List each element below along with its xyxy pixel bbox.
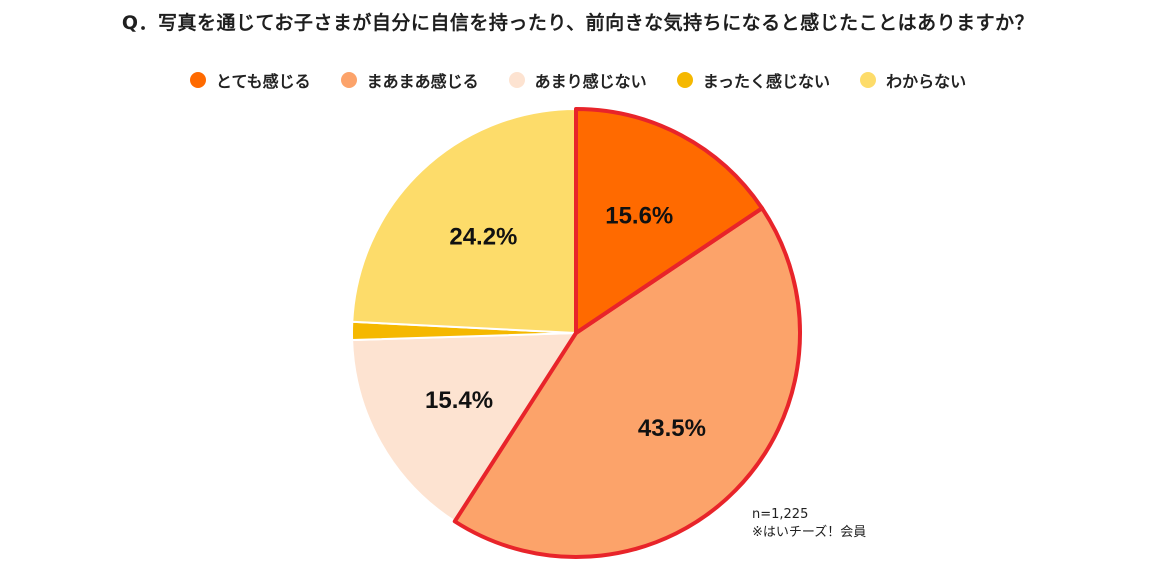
legend: とても感じる まあまあ感じる あまり感じない まったく感じない わからない bbox=[0, 68, 1156, 92]
slice-value-label: 43.5% bbox=[638, 415, 706, 442]
sample-note: n=1,225 ※はいチーズ！会員 bbox=[752, 506, 866, 542]
legend-item: とても感じる bbox=[189, 68, 311, 92]
pie-slice bbox=[351, 331, 578, 523]
legend-swatch bbox=[676, 72, 693, 88]
legend-item: まあまあ感じる bbox=[340, 68, 479, 92]
slice-highlight-outline bbox=[574, 107, 765, 335]
legend-swatch bbox=[508, 72, 525, 88]
slice-highlight-outline bbox=[452, 206, 802, 559]
legend-label: わからない bbox=[886, 72, 967, 91]
slice-value-label: 15.6% bbox=[605, 202, 673, 229]
sample-size: n=1,225 bbox=[752, 507, 809, 522]
chart-title: Q．写真を通じてお子さまが自分に自信を持ったり、前向きな気持ちになると感じたこと… bbox=[121, 12, 1035, 34]
pie-slice bbox=[351, 107, 577, 335]
legend-item: あまり感じない bbox=[508, 68, 647, 92]
legend-label: あまり感じない bbox=[534, 72, 647, 91]
legend-label: まったく感じない bbox=[702, 72, 831, 91]
slice-value-label: 24.2% bbox=[449, 224, 517, 251]
legend-item: まったく感じない bbox=[676, 68, 831, 92]
legend-label: とても感じる bbox=[215, 72, 311, 91]
legend-swatch bbox=[340, 72, 357, 88]
legend-swatch bbox=[189, 72, 206, 88]
legend-swatch bbox=[860, 72, 877, 88]
legend-item: わからない bbox=[860, 68, 966, 92]
source-note: ※はいチーズ！会員 bbox=[752, 525, 867, 540]
slice-value-label: 15.4% bbox=[425, 387, 493, 414]
legend-label: まあまあ感じる bbox=[366, 72, 479, 91]
